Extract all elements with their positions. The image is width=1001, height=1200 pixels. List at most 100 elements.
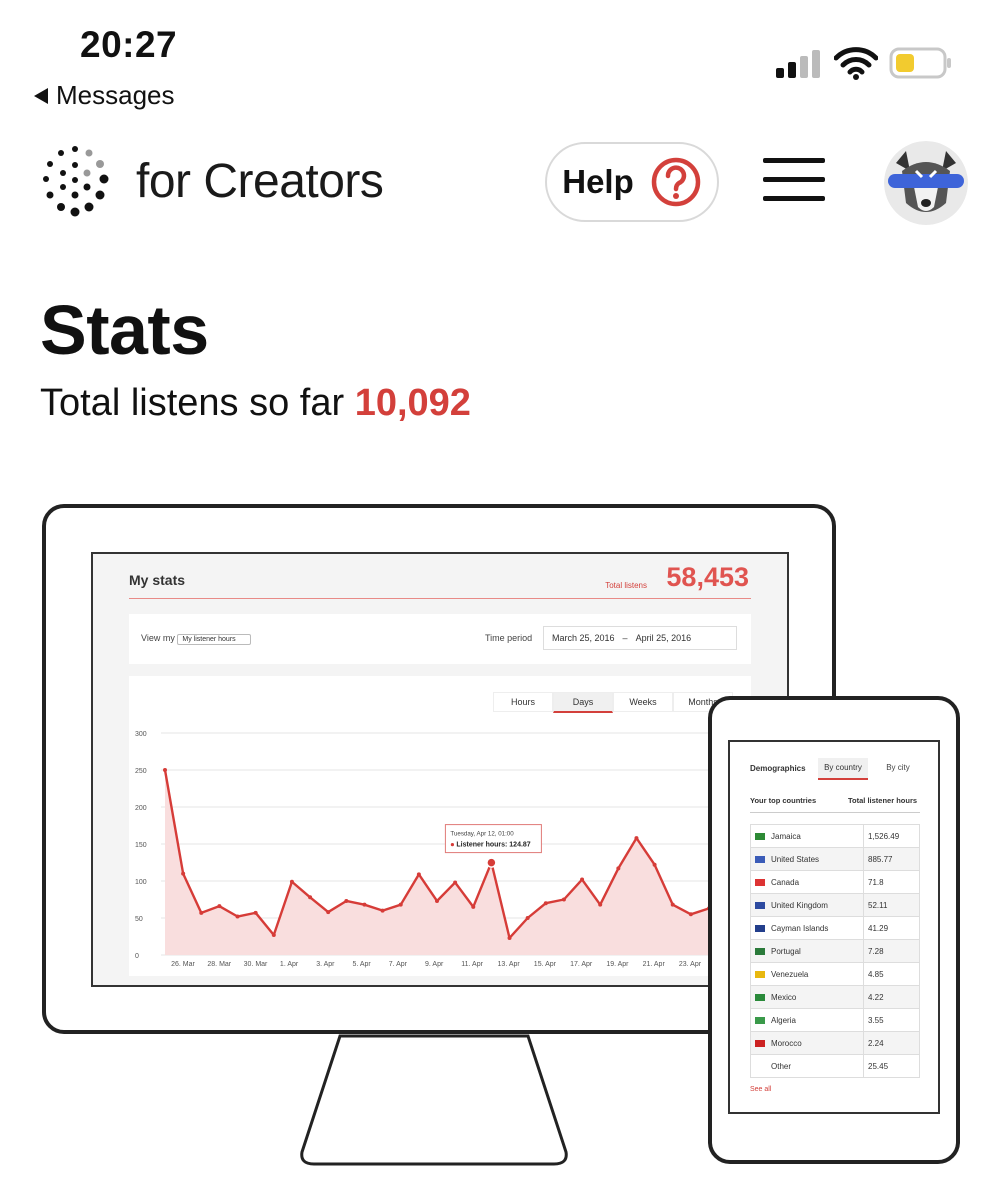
- monitor-stand: [300, 1034, 568, 1166]
- tab-by-country[interactable]: By country: [818, 758, 868, 780]
- col-listener-hours: Total listener hours: [848, 796, 918, 805]
- table-row: Other 25.45: [750, 1054, 920, 1078]
- data-point: [525, 916, 530, 920]
- data-point: [507, 935, 512, 940]
- flag-icon: [755, 901, 765, 909]
- total-listens-mini-value: 58,453: [666, 562, 749, 592]
- highlight-point: [486, 857, 497, 868]
- hours-cell: 2.24: [863, 1031, 920, 1055]
- tooltip-marker: [450, 842, 454, 847]
- x-tick-label: 21. Apr: [643, 961, 666, 968]
- header-divider: [750, 812, 920, 813]
- flag-icon: [755, 878, 765, 886]
- table-row: United Kingdom 52.11: [750, 893, 920, 917]
- hours-cell: 52.11: [863, 893, 920, 917]
- tab-days[interactable]: Days: [553, 692, 613, 713]
- data-point: [652, 862, 657, 867]
- country-name: United States: [771, 854, 820, 864]
- x-tick-label: 28. Mar: [207, 961, 231, 968]
- flag-icon: [755, 924, 765, 932]
- data-point: [235, 914, 240, 919]
- data-point: [670, 902, 675, 907]
- total-listens-mini-label: Total listens: [605, 581, 647, 590]
- total-listens-line: Total listens so far 10,092: [40, 382, 471, 425]
- hours-cell: 41.29: [863, 916, 920, 940]
- country-name: Portugal: [771, 946, 801, 956]
- data-point: [344, 898, 349, 903]
- hours-cell: 1,526.49: [863, 824, 920, 848]
- battery-icon: [889, 47, 951, 79]
- country-cell: Canada: [750, 870, 864, 894]
- x-tick-label: 30. Mar: [244, 961, 268, 968]
- total-listens-label: Total listens so far: [40, 382, 345, 424]
- view-select[interactable]: My listener hours: [177, 634, 251, 645]
- tooltip-value: Listener hours: 124.87: [456, 842, 530, 849]
- x-tick-label: 9. Apr: [425, 961, 444, 968]
- hamburger-icon[interactable]: [763, 158, 825, 206]
- title-divider: [129, 598, 751, 599]
- tab-demographics[interactable]: Demographics: [750, 764, 806, 773]
- data-point: [598, 902, 603, 907]
- back-arrow-icon: [34, 87, 48, 104]
- table-row: Venezuela 4.85: [750, 962, 920, 986]
- see-all-link[interactable]: See all: [750, 1086, 772, 1093]
- tab-hours[interactable]: Hours: [493, 692, 553, 712]
- x-tick-label: 11. Apr: [461, 961, 483, 968]
- data-point: [616, 866, 621, 871]
- hours-cell: 71.8: [863, 870, 920, 894]
- hours-cell: 25.45: [863, 1054, 920, 1078]
- data-point: [398, 902, 403, 907]
- tooltip-title: Tuesday, Apr 12, 01:00: [450, 831, 514, 838]
- table-row: Portugal 7.28: [750, 939, 920, 963]
- x-tick-label: 5. Apr: [352, 961, 371, 968]
- back-to-messages[interactable]: Messages: [34, 80, 175, 111]
- x-tick-label: 1. Apr: [280, 961, 299, 968]
- x-tick-label: 19. Apr: [606, 961, 629, 968]
- flag-icon: [755, 1039, 765, 1047]
- back-label: Messages: [56, 80, 175, 110]
- flag-icon: [755, 993, 765, 1001]
- data-point: [561, 897, 566, 902]
- brand-logo[interactable]: for Creators: [40, 145, 384, 217]
- y-tick-label: 300: [135, 731, 147, 738]
- series-area: [165, 770, 709, 955]
- country-cell: Morocco: [750, 1031, 864, 1055]
- country-name: Cayman Islands: [771, 923, 829, 933]
- signal-icon: [776, 50, 820, 78]
- country-cell: Cayman Islands: [750, 916, 864, 940]
- help-button[interactable]: Help: [545, 142, 719, 222]
- data-point: [289, 879, 294, 884]
- data-point: [326, 910, 331, 915]
- country-cell: Venezuela: [750, 962, 864, 986]
- country-cell: Other: [750, 1054, 864, 1078]
- data-point: [362, 902, 367, 907]
- table-row: Mexico 4.22: [750, 985, 920, 1009]
- hours-cell: 4.85: [863, 962, 920, 986]
- data-point: [199, 910, 204, 915]
- country-name: Algeria: [771, 1015, 796, 1025]
- data-point: [453, 880, 458, 885]
- date-to: April 25, 2016: [635, 633, 692, 643]
- data-point: [543, 901, 548, 906]
- avatar[interactable]: [884, 141, 968, 225]
- date-range-field[interactable]: March 25, 2016 – April 25, 2016: [543, 626, 737, 650]
- data-point: [163, 768, 167, 772]
- wifi-icon: [834, 47, 878, 80]
- tab-by-city[interactable]: By city: [886, 763, 910, 772]
- data-point: [253, 910, 258, 915]
- total-listens-value: 10,092: [354, 382, 471, 424]
- y-tick-label: 150: [135, 842, 147, 849]
- tab-weeks[interactable]: Weeks: [613, 692, 673, 712]
- hours-cell: 3.55: [863, 1008, 920, 1032]
- wolf-avatar-image: [884, 141, 968, 225]
- view-my-label: View my: [141, 633, 175, 643]
- data-point: [181, 871, 186, 876]
- data-point: [380, 908, 385, 913]
- x-tick-label: 15. Apr: [534, 961, 557, 968]
- country-name: Other: [771, 1061, 792, 1071]
- data-point: [435, 898, 439, 903]
- table-row: Cayman Islands 41.29: [750, 916, 920, 940]
- question-icon: [651, 157, 700, 207]
- countries-table: Jamaica 1,526.49 United States 885.77 Canada…: [750, 824, 920, 1078]
- y-tick-label: 50: [135, 916, 143, 923]
